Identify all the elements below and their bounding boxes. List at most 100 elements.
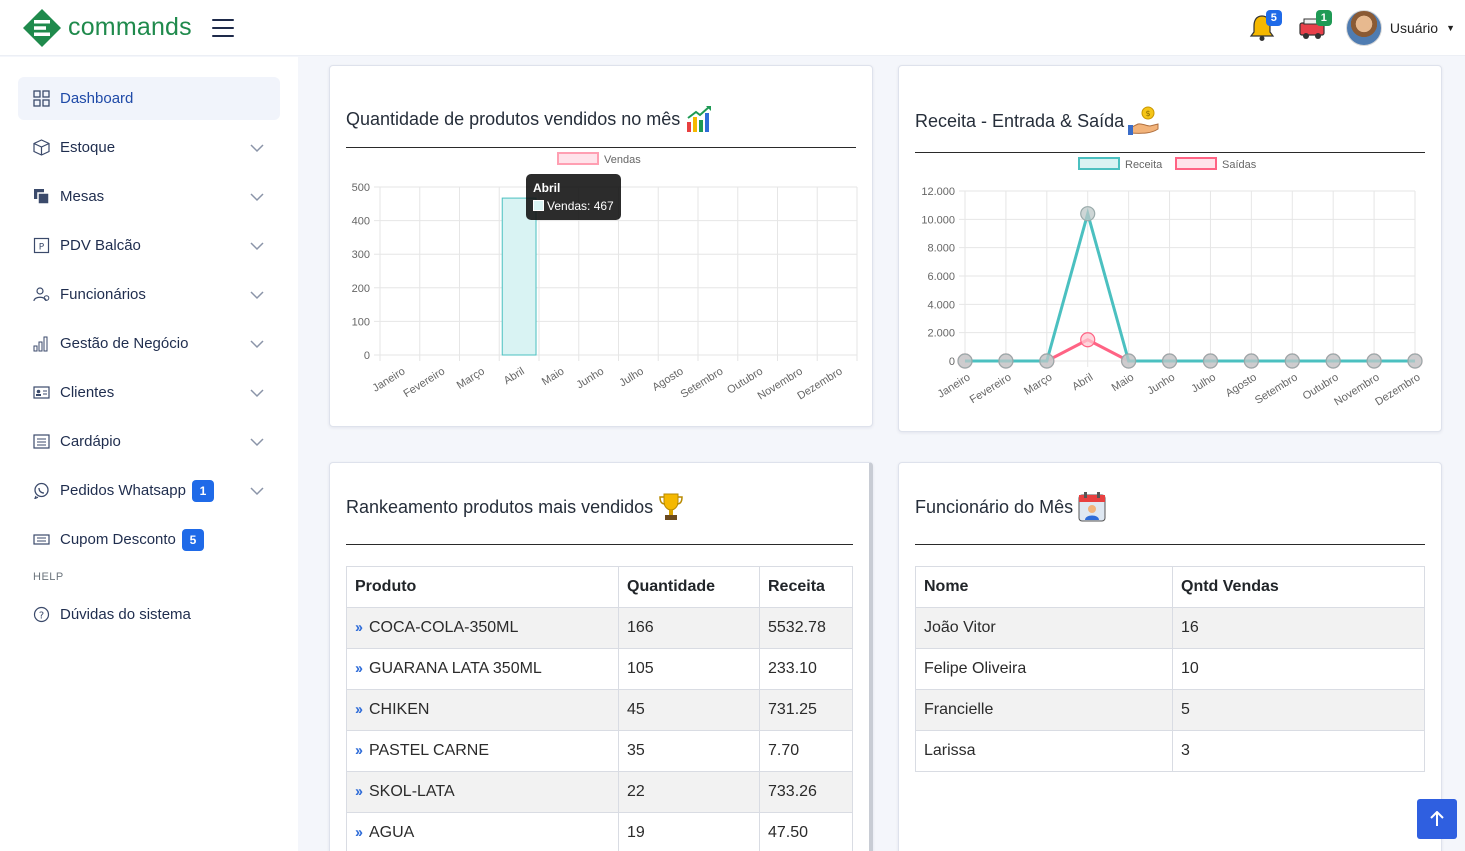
user-menu[interactable]: Usuário ▼	[1345, 9, 1455, 46]
notifications-badge: 5	[1265, 9, 1282, 26]
sidebar-item-label: Cupom Desconto	[60, 531, 176, 548]
ranking-card: Rankeamento produtos mais vendidos Produ…	[329, 462, 873, 851]
data-point	[1080, 206, 1096, 222]
notifications-button[interactable]: 5	[1246, 9, 1282, 44]
sidebar-item-pedidos-whatsapp[interactable]: Pedidos Whatsapp 1	[18, 469, 280, 512]
y-tick-label: 6.000	[927, 271, 955, 283]
cell-text: PASTEL CARNE	[369, 742, 490, 759]
sidebar-item-dashboard[interactable]: Dashboard	[18, 77, 280, 120]
cell-text: 10	[1181, 660, 1199, 677]
table-cell: 10	[1172, 648, 1425, 690]
table-row: Larissa 3	[915, 730, 1425, 772]
table-cell: João Vitor	[915, 607, 1173, 649]
data-point	[1243, 353, 1259, 369]
orders-button[interactable]: 1	[1296, 9, 1332, 44]
table-cell: Larissa	[915, 730, 1173, 772]
data-point	[998, 353, 1014, 369]
id-card-icon	[33, 384, 50, 401]
svg-text:?: ?	[39, 611, 44, 622]
y-tick-label: 10.000	[921, 214, 955, 226]
data-point	[1039, 353, 1055, 369]
chevron-down-icon	[250, 438, 264, 447]
table-cell: 22	[618, 771, 760, 813]
x-tick-label: Fevereiro	[968, 371, 1014, 406]
cell-text: GUARANA LATA 350ML	[369, 660, 542, 677]
card-title: Quantidade de produtos vendidos no mês	[346, 108, 681, 129]
logo[interactable]: commands	[22, 8, 192, 48]
table-cell: 233.10	[759, 648, 853, 690]
sales-chart-title-row: Quantidade de produtos vendidos no mês	[346, 104, 714, 134]
table-row: ›› GUARANA LATA 350ML 105 233.10	[346, 648, 853, 690]
cell-text: 47.50	[768, 824, 809, 841]
chevron-down-icon	[250, 242, 264, 251]
svg-text:$: $	[1146, 109, 1151, 118]
x-tick-label: Abril	[1070, 371, 1095, 393]
card-title: Rankeamento produtos mais vendidos	[346, 496, 654, 517]
legend-label: Receita	[1125, 159, 1163, 171]
table-cell: 3	[1172, 730, 1425, 772]
growth-chart-icon	[687, 106, 712, 132]
chevron-down-icon	[250, 389, 264, 398]
coupon-icon	[33, 531, 50, 548]
sidebar-item-label: Estoque	[60, 139, 116, 156]
user-name: Usuário	[1389, 19, 1439, 36]
sidebar-item-label: Gestão de Negócio	[60, 335, 189, 352]
employee-card: Funcionário do Mês Nome Qntd Vendas João …	[898, 462, 1442, 851]
sidebar-item-cardapio[interactable]: Cardápio	[18, 420, 280, 463]
table-cell: 5	[1172, 689, 1425, 731]
sidebar-item-gestao-de-negocio[interactable]: Gestão de Negócio	[18, 322, 280, 365]
x-tick-label: Junho	[574, 365, 606, 391]
avatar	[1345, 9, 1382, 46]
column-header: Receita	[759, 566, 853, 608]
x-tick-label: Junho	[1145, 371, 1177, 397]
bar	[501, 197, 537, 356]
money-hand-icon: $	[1128, 106, 1159, 135]
cell-text: 731.25	[768, 701, 817, 718]
card-title: Receita - Entrada & Saída	[915, 110, 1125, 131]
chevron-down-icon	[250, 487, 264, 496]
revenue-line-chart: 02.0004.0006.0008.00010.00012.000Janeiro…	[921, 157, 1423, 408]
whatsapp-icon	[33, 482, 50, 499]
cell-text: CHIKEN	[369, 701, 430, 718]
y-tick-label: 0	[949, 356, 955, 368]
data-point	[1161, 353, 1178, 369]
table-cell: ›› SKOL-LATA	[346, 771, 619, 813]
legend-swatch	[1175, 157, 1217, 170]
sales-chart-card: Quantidade de produtos vendidos no mês 0…	[329, 65, 873, 427]
card-divider	[346, 544, 853, 545]
sidebar-item-label: Dúvidas do sistema	[60, 606, 191, 623]
x-tick-label: Novembro	[1332, 371, 1381, 408]
chevron-down-icon	[250, 291, 264, 300]
cell-text: 5532.78	[768, 619, 826, 636]
table-cell: Felipe Oliveira	[915, 648, 1173, 690]
cell-text: 19	[627, 824, 645, 841]
menu-toggle-icon[interactable]	[211, 18, 234, 37]
series-line	[965, 208, 1415, 363]
table-cell: 19	[618, 812, 760, 851]
scroll-to-top-button[interactable]	[1417, 799, 1457, 839]
table-row: ›› COCA-COLA-350ML 166 5532.78	[346, 607, 853, 649]
cell-text: 733.26	[768, 783, 817, 800]
double-chevron-right-icon: ››	[355, 619, 363, 636]
sidebar-item-cupom-desconto[interactable]: Cupom Desconto 5	[18, 518, 280, 561]
table-cell: ›› AGUA	[346, 812, 619, 851]
sidebar-item-mesas[interactable]: Mesas	[18, 175, 280, 218]
table-cell: Francielle	[915, 689, 1173, 731]
x-tick-label: Julho	[1189, 371, 1218, 395]
cell-text: 7.70	[768, 742, 800, 759]
cell-text: 5	[1181, 701, 1190, 718]
card-title: Funcionário do Mês	[915, 496, 1074, 517]
sidebar-item-pdv-balcao[interactable]: P PDV Balcão	[18, 224, 280, 267]
table-cell: 47.50	[759, 812, 853, 851]
sidebar-item-estoque[interactable]: Estoque	[18, 126, 280, 169]
sidebar-item-duvidas-do-sistema[interactable]: ? Dúvidas do sistema	[18, 593, 280, 636]
y-tick-label: 8.000	[927, 243, 955, 255]
sidebar-item-clientes[interactable]: Clientes	[18, 371, 280, 414]
double-chevron-right-icon: ››	[355, 660, 363, 677]
sidebar-item-funcionarios[interactable]: Funcionários	[18, 273, 280, 316]
table-row: ›› CHIKEN 45 731.25	[346, 689, 853, 731]
table-row: Francielle 5	[915, 689, 1425, 731]
sidebar-item-label: Dashboard	[60, 90, 134, 107]
tooltip-swatch	[533, 200, 544, 211]
